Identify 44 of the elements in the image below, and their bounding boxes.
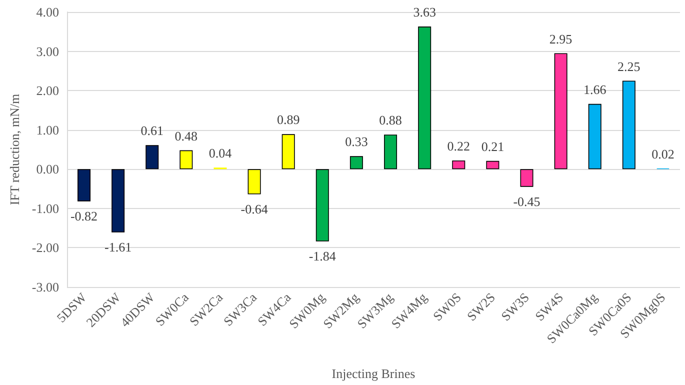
bar [78,169,91,202]
y-tick-label: 4.00 [36,4,59,20]
data-label: 2.95 [549,31,572,46]
bar [554,53,568,170]
data-label: 0.02 [652,146,674,162]
data-label: 0.89 [276,112,300,128]
data-label: -0.64 [240,201,268,216]
bar [350,156,363,170]
bar [588,104,602,170]
data-label: 0.33 [345,134,368,150]
data-label: 3.63 [413,4,436,20]
bar [248,169,261,194]
data-label: 1.66 [583,82,607,97]
y-tick-label: -2.00 [32,240,59,256]
y-tick-label: 1.00 [36,122,59,138]
y-tick-label: 0.00 [36,162,59,177]
data-label: -0.82 [70,208,98,224]
data-label: -1.61 [104,239,132,254]
data-label: 0.21 [481,138,504,154]
bar [418,26,432,170]
data-label: 0.22 [447,138,470,154]
y-axis-title: IFT reduction, mN/m [7,94,22,206]
bar [452,160,466,170]
x-axis-title: Injecting Brines [332,366,416,381]
data-label: -0.45 [513,194,540,209]
data-label: 2.25 [618,58,640,74]
data-label: 0.04 [208,146,232,161]
data-label: 0.88 [379,112,402,128]
bar [180,150,193,170]
bar [520,169,534,187]
y-tick-label: 3.00 [36,44,59,59]
y-tick-label: 2.00 [36,83,59,98]
data-label: 0.61 [140,123,164,138]
bar [112,169,125,232]
data-label: -1.84 [308,248,336,264]
bar [146,145,159,170]
bar [282,134,295,170]
bar [316,169,329,242]
bar [622,80,636,170]
bar [486,160,500,170]
y-tick-label: -3.00 [32,280,59,294]
bar [384,134,398,170]
data-label: 0.48 [174,128,198,144]
y-tick-label: -1.00 [32,200,59,216]
